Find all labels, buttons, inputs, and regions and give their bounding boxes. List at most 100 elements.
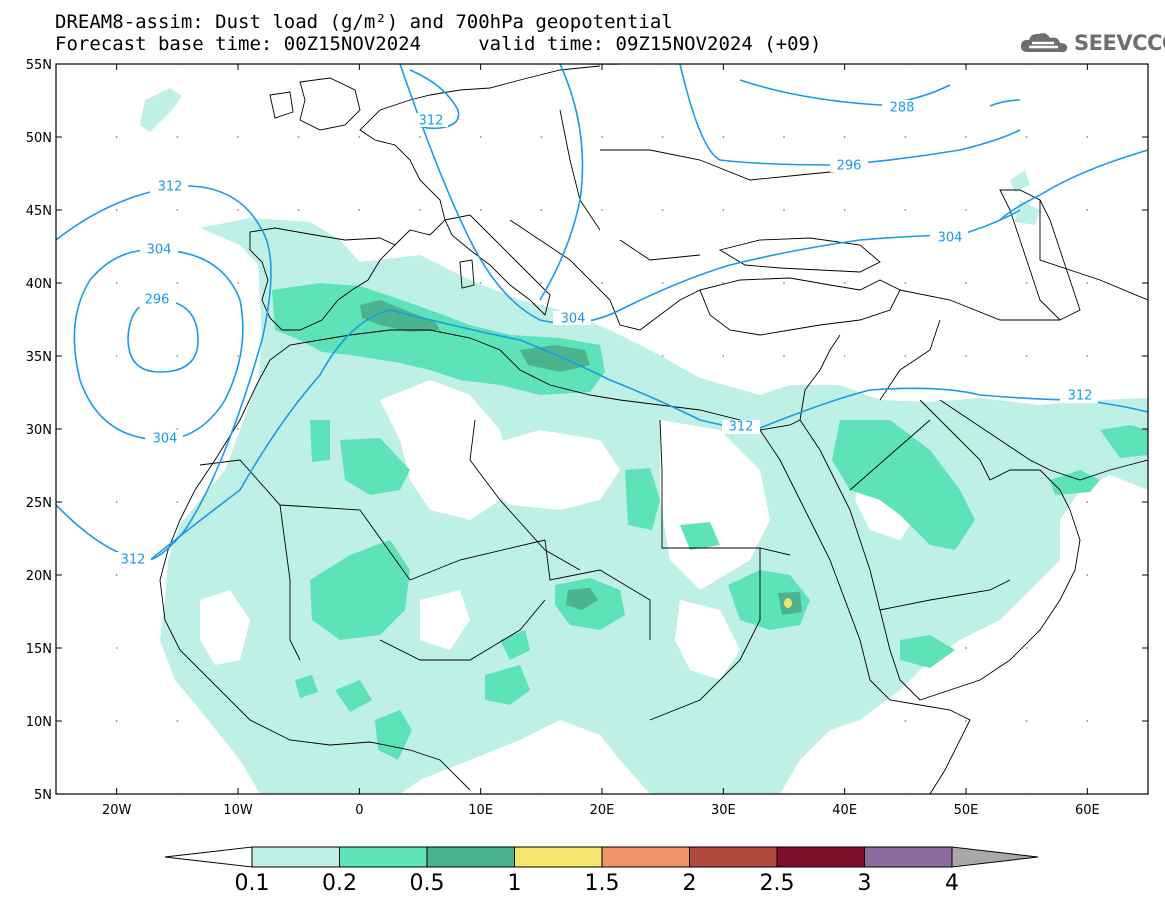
contour-label-312-west: 312 <box>121 553 146 568</box>
grid-dot <box>965 209 967 211</box>
grid-dot <box>722 209 725 211</box>
contour-labels: 288 296 304 312 312 304 296 304 312 312 … <box>113 100 1098 568</box>
grid-dot <box>237 355 239 357</box>
grid-dot <box>237 282 239 284</box>
grid-dot <box>601 282 603 284</box>
grid-dot <box>661 136 664 138</box>
grid-dot <box>722 355 725 357</box>
lon-label: 50E <box>954 803 979 818</box>
grid-dot <box>783 282 785 284</box>
lat-label: 55N <box>26 58 52 73</box>
contour-label-288: 288 <box>890 101 915 116</box>
grid-dot <box>783 355 785 357</box>
grid-dot <box>540 282 543 284</box>
grid-dot <box>843 136 846 138</box>
grid-dot <box>965 720 967 722</box>
contour-label-296-low: 296 <box>145 293 170 308</box>
grid-dot <box>176 209 179 211</box>
grid-dot <box>1086 282 1089 284</box>
grid-dot <box>115 282 118 284</box>
grid-dot <box>297 136 300 138</box>
colorbar-under-triangle <box>164 846 253 868</box>
grid-dot <box>1025 136 1028 138</box>
grid-dot <box>1025 355 1028 357</box>
grid-dot <box>661 282 664 284</box>
lat-label: 5N <box>34 788 52 803</box>
grid-dot <box>965 647 967 649</box>
lat-label: 50N <box>26 131 52 146</box>
dust-peak-spot <box>784 598 792 608</box>
latitude-axis: 55N 50N 45N 40N 35N 30N 25N 20N 15N 10N 5N <box>26 58 1148 803</box>
lat-label: 35N <box>26 350 52 365</box>
lat-label: 15N <box>26 642 52 657</box>
lon-label: 40E <box>832 803 857 818</box>
lon-label: 20E <box>590 803 615 818</box>
colorbar-tick-label: 2.5 <box>760 871 795 896</box>
grid-dot <box>115 136 118 138</box>
grid-dot <box>904 136 907 138</box>
seevccc-logo: SEEVCCC <box>1018 28 1165 58</box>
grid-dot <box>540 209 543 211</box>
grid-dot <box>237 209 239 211</box>
colorbar-tick-label: 4 <box>945 871 959 896</box>
lat-label: 30N <box>26 423 52 438</box>
colorbar-box <box>426 846 515 868</box>
lat-label: 25N <box>26 496 52 511</box>
colorbar: 0.1 0.2 0.5 1 1.5 2 2.5 3 4 <box>164 846 1039 896</box>
grid-dot <box>115 574 118 576</box>
grid-dot <box>904 355 907 357</box>
grid-dot <box>601 209 603 211</box>
grid-dot <box>176 136 179 138</box>
grid-dot <box>601 136 603 138</box>
grid-dot <box>722 136 725 138</box>
grid-dot <box>722 282 725 284</box>
grid-dot <box>115 501 118 503</box>
lat-label: 10N <box>26 715 52 730</box>
grid-dot <box>1086 136 1089 138</box>
grid-dot <box>176 720 179 722</box>
lon-label: 0 <box>355 803 363 818</box>
grid-dot <box>115 209 118 211</box>
grid-dot <box>540 136 543 138</box>
colorbar-tick-label: 0.1 <box>235 871 270 896</box>
grid-dot <box>661 355 664 357</box>
lon-label: 20W <box>102 803 132 818</box>
grid-dot <box>176 501 179 503</box>
grid-dot <box>783 209 785 211</box>
contour-label-312-arabia: 312 <box>1068 389 1093 404</box>
grid-dot <box>479 209 482 211</box>
cloud-logo-icon <box>1020 33 1068 53</box>
grid-dot <box>904 720 907 722</box>
longitude-axis: 20W 10W 0 10E 20E 30E 40E 50E 60E <box>102 64 1100 818</box>
logo-text: SEEVCCC <box>1074 31 1165 55</box>
grid-dot <box>115 720 118 722</box>
contour-label-312-europe: 312 <box>419 114 444 129</box>
grid-dot <box>965 355 967 357</box>
grid-dot <box>237 428 239 430</box>
grid-dot <box>479 136 482 138</box>
colorbar-over-triangle <box>951 846 1039 868</box>
colorbar-box <box>339 846 428 868</box>
lat-label: 40N <box>26 277 52 292</box>
lon-label: 10W <box>223 803 253 818</box>
lat-label: 20N <box>26 569 52 584</box>
grid-dot <box>661 209 664 211</box>
grid-dot <box>1086 574 1089 576</box>
grid-dot <box>115 355 118 357</box>
colorbar-tick-label: 1.5 <box>585 871 620 896</box>
grid-dot <box>843 282 846 284</box>
coastlines-and-borders <box>159 65 1148 794</box>
colorbar-box <box>689 846 778 868</box>
grid-dot <box>1086 501 1089 503</box>
contour-label-296-north: 296 <box>837 159 862 174</box>
colorbar-box <box>251 846 340 868</box>
grid-dot <box>176 428 179 430</box>
colorbar-box <box>776 846 865 868</box>
grid-dot <box>1086 355 1089 357</box>
colorbar-tick-label: 2 <box>683 871 697 896</box>
grid-dot <box>237 136 239 138</box>
grid-dot <box>904 282 907 284</box>
map-subtitle-times: Forecast base time: 00Z15NOV2024 valid t… <box>55 33 822 55</box>
contour-label-304-south: 304 <box>153 432 178 447</box>
